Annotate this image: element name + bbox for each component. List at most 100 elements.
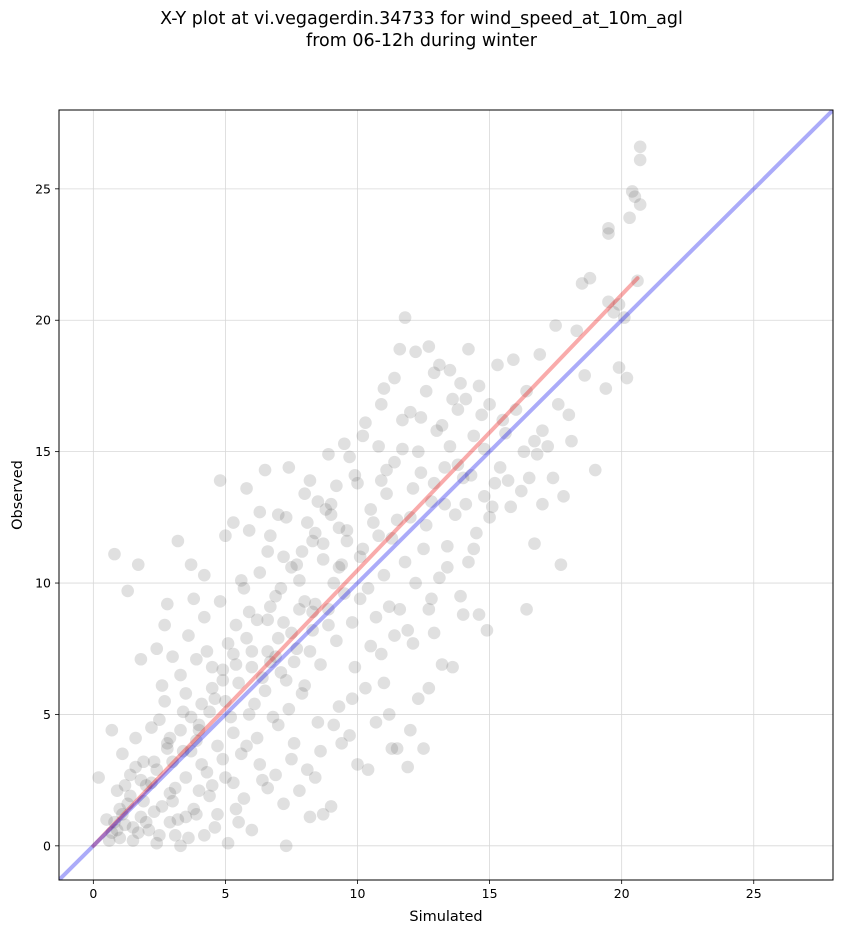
- x-axis-ticks: 0 5 10 15 20 25: [89, 880, 762, 901]
- data-point: [213, 474, 227, 487]
- data-point: [454, 589, 467, 603]
- y-tick-label: 20: [35, 313, 51, 328]
- data-point: [150, 642, 164, 656]
- data-point: [134, 773, 148, 787]
- data-point: [514, 484, 528, 498]
- x-axis-label: Simulated: [409, 909, 482, 925]
- data-point: [438, 497, 451, 511]
- data-point: [409, 345, 422, 359]
- data-point: [443, 363, 457, 377]
- data-point: [227, 726, 240, 740]
- data-point: [446, 660, 459, 674]
- data-point: [219, 694, 232, 708]
- plot-area: [59, 110, 833, 880]
- x-tick-label: 0: [89, 886, 97, 901]
- data-point: [279, 511, 293, 524]
- data-point: [176, 705, 190, 719]
- data-point: [316, 553, 330, 566]
- data-point: [192, 718, 206, 732]
- data-point: [126, 821, 140, 834]
- data-point: [472, 379, 486, 393]
- data-point: [219, 529, 232, 543]
- data-point: [285, 752, 298, 766]
- data-point: [588, 463, 602, 477]
- data-point: [145, 721, 158, 734]
- data-point: [348, 660, 362, 674]
- data-point: [551, 398, 565, 411]
- chart-title: X-Y plot at vi.vegagerdin.34733 for wind…: [0, 8, 843, 52]
- data-point: [618, 311, 631, 324]
- data-point: [293, 784, 306, 797]
- data-point: [253, 566, 267, 579]
- data-point: [435, 419, 449, 432]
- reference-lines: [59, 110, 833, 880]
- data-point: [216, 663, 230, 677]
- data-point: [335, 558, 348, 571]
- data-point: [216, 673, 230, 687]
- data-point: [166, 650, 179, 663]
- data-point: [623, 211, 636, 225]
- data-point: [250, 731, 264, 745]
- data-point: [269, 650, 282, 663]
- data-point: [398, 311, 412, 324]
- data-point: [184, 710, 198, 724]
- x-tick-label: 15: [482, 886, 498, 901]
- data-point: [583, 271, 597, 285]
- data-point: [433, 571, 446, 585]
- data-point: [509, 403, 523, 416]
- data-point: [229, 618, 243, 632]
- data-point: [190, 808, 203, 821]
- data-point: [374, 647, 388, 661]
- data-point: [229, 802, 243, 816]
- data-point: [184, 744, 198, 758]
- data-point: [216, 752, 230, 766]
- data-point: [327, 576, 341, 590]
- data-point: [301, 763, 314, 776]
- data-point: [287, 737, 301, 750]
- data-point: [541, 440, 555, 453]
- data-point: [118, 818, 132, 832]
- data-point: [295, 545, 309, 558]
- data-point: [102, 834, 116, 847]
- data-point: [382, 600, 396, 613]
- y-tick-label: 15: [35, 444, 51, 459]
- data-point: [195, 697, 208, 711]
- data-point: [456, 471, 470, 485]
- data-point: [174, 723, 187, 737]
- data-point: [161, 737, 174, 750]
- data-point: [287, 655, 301, 669]
- data-point: [227, 516, 240, 529]
- data-point: [242, 708, 256, 721]
- data-point: [353, 592, 367, 606]
- data-point: [306, 624, 319, 637]
- data-point: [171, 534, 185, 548]
- data-point: [322, 618, 335, 632]
- data-point: [388, 455, 401, 469]
- data-point: [308, 526, 322, 540]
- data-point: [282, 461, 296, 474]
- data-point: [153, 713, 166, 726]
- data-point: [155, 679, 169, 692]
- data-point: [174, 839, 187, 853]
- data-point: [625, 185, 639, 198]
- data-point: [271, 718, 285, 732]
- plot-frame: [58, 109, 834, 881]
- data-point: [633, 198, 647, 211]
- data-point: [190, 652, 203, 666]
- data-point: [205, 779, 219, 792]
- data-point: [110, 784, 124, 797]
- data-point: [361, 581, 375, 595]
- data-point: [303, 810, 317, 824]
- data-point: [187, 802, 201, 816]
- data-point: [113, 831, 127, 845]
- data-point: [578, 369, 591, 382]
- data-point: [459, 392, 473, 406]
- data-point: [184, 558, 198, 571]
- data-point: [478, 442, 491, 456]
- data-point: [530, 447, 544, 461]
- data-point: [124, 768, 137, 782]
- data-point: [446, 392, 459, 406]
- data-point: [470, 526, 483, 540]
- data-point: [147, 755, 161, 769]
- data-point: [475, 408, 488, 422]
